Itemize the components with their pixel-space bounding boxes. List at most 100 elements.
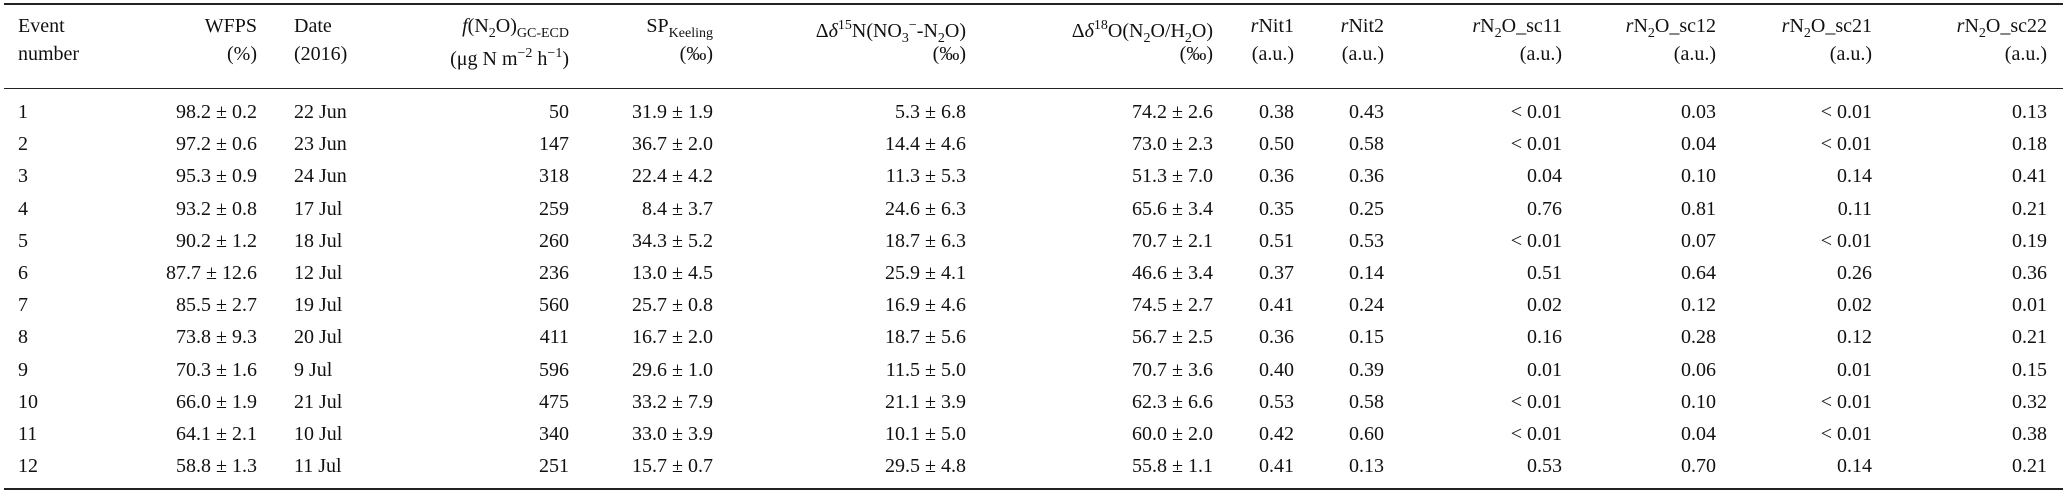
- table-cell: 0.15: [2012, 358, 2047, 381]
- table-cell: 18.7 ± 5.6: [885, 326, 966, 349]
- header-text: (‰): [679, 43, 713, 65]
- header-text: (‰): [1179, 43, 1213, 65]
- table-cell: < 0.01: [1820, 423, 1872, 445]
- table-cell: 10: [18, 390, 38, 413]
- table-cell: 13.0 ± 4.5: [632, 262, 713, 284]
- table-cell: 0.76: [1527, 197, 1562, 220]
- header-text: −2: [517, 46, 533, 61]
- table-cell: 0.41: [1259, 455, 1294, 478]
- table-cell: 98.2 ± 0.2: [176, 101, 257, 123]
- table-cell: 0.13: [2012, 101, 2047, 123]
- header-text: 2: [1184, 31, 1192, 46]
- table-cell: 0.36: [1259, 165, 1294, 188]
- table-cell: 93.2 ± 0.8: [176, 197, 257, 220]
- table-cell: 8: [18, 326, 28, 349]
- table-cell: 0.60: [1349, 423, 1384, 445]
- table-cell: 0.13: [1349, 455, 1384, 478]
- table-cell: < 0.01: [1820, 133, 1872, 156]
- table-cell: 0.58: [1349, 390, 1384, 413]
- table-cell: < 0.01: [1510, 229, 1562, 252]
- table-cell: 10.1 ± 5.0: [885, 423, 966, 445]
- table-cell: 0.06: [1681, 358, 1716, 381]
- table-cell: 29.6 ± 1.0: [632, 358, 713, 381]
- table-cell: 0.58: [1349, 133, 1384, 156]
- table-cell: 0.02: [1837, 294, 1872, 317]
- header-cell: (a.u.): [1674, 42, 1716, 66]
- header-text: −: [908, 18, 917, 33]
- table-cell: 0.32: [2012, 390, 2047, 413]
- table-cell: 251: [539, 455, 569, 478]
- bottom-rule: [4, 488, 2063, 490]
- table-cell: 0.51: [1527, 262, 1562, 284]
- table-cell: 0.36: [2012, 262, 2047, 284]
- table-cell: < 0.01: [1820, 229, 1872, 252]
- table-cell: 5: [18, 229, 28, 252]
- table-cell: 22 Jun: [294, 101, 347, 123]
- table-cell: 0.21: [2012, 455, 2047, 478]
- header-cell: (a.u.): [1520, 42, 1562, 66]
- table-cell: 147: [539, 133, 569, 156]
- header-text: Nit2: [1348, 15, 1384, 37]
- header-cell: Δδ18O(N2O/H2O): [1072, 14, 1213, 51]
- table-cell: 259: [539, 197, 569, 220]
- table-cell: 0.01: [1527, 358, 1562, 381]
- table-cell: 0.36: [1349, 165, 1384, 188]
- header-text: O): [944, 20, 966, 42]
- table-cell: 0.64: [1681, 262, 1716, 284]
- table-cell: 11 Jul: [294, 455, 342, 478]
- table-cell: 11: [18, 423, 38, 445]
- table-cell: 3: [18, 165, 28, 188]
- table-cell: 70.7 ± 2.1: [1132, 229, 1213, 252]
- table-cell: 9: [18, 358, 28, 381]
- header-cell: rN2O_sc21: [1782, 14, 1872, 46]
- table-cell: 33.0 ± 3.9: [632, 423, 713, 445]
- header-text: O(N: [1107, 20, 1144, 42]
- header-cell: Date: [294, 14, 332, 38]
- header-text: f: [462, 15, 468, 37]
- header-text: N: [1480, 15, 1495, 37]
- header-text: N: [1964, 15, 1979, 37]
- table-cell: 33.2 ± 7.9: [632, 390, 713, 413]
- header-cell: (a.u.): [1830, 42, 1872, 66]
- table-cell: 560: [539, 294, 569, 317]
- table-cell: 18 Jul: [294, 229, 343, 252]
- header-text: Event: [18, 15, 65, 37]
- table-cell: 0.37: [1259, 262, 1294, 284]
- table-cell: 24.6 ± 6.3: [885, 197, 966, 220]
- header-cell: (‰): [933, 42, 966, 66]
- header-text: O): [1191, 20, 1213, 42]
- header-text: WFPS: [204, 15, 257, 37]
- header-text: (a.u.): [1673, 43, 1716, 65]
- table-cell: 6: [18, 262, 28, 284]
- header-text: (a.u.): [1251, 43, 1294, 65]
- header-cell: rNit1: [1251, 14, 1294, 38]
- table-cell: 21.1 ± 3.9: [885, 390, 966, 413]
- header-cell: SPKeeling: [646, 14, 713, 46]
- table-cell: 15.7 ± 0.7: [632, 455, 713, 478]
- table-cell: 0.10: [1681, 165, 1716, 188]
- table-cell: 14.4 ± 4.6: [885, 133, 966, 156]
- table-cell: 0.21: [2012, 197, 2047, 220]
- header-text: 18: [1093, 18, 1108, 33]
- header-text: O_sc21: [1810, 15, 1872, 37]
- header-text: (2016): [294, 43, 348, 65]
- table-cell: 0.04: [1527, 165, 1562, 188]
- header-text: 2: [1978, 26, 1986, 41]
- table-cell: 0.53: [1259, 390, 1294, 413]
- table-cell: < 0.01: [1510, 423, 1562, 445]
- table-cell: 0.01: [1837, 358, 1872, 381]
- table-cell: 2: [18, 133, 28, 156]
- table-cell: 66.0 ± 1.9: [176, 390, 257, 413]
- table-cell: 411: [539, 326, 569, 349]
- header-text: (a.u.): [1341, 43, 1384, 65]
- header-text: O/H: [1150, 20, 1185, 42]
- table-cell: 22.4 ± 4.2: [632, 165, 713, 188]
- table-cell: 0.42: [1259, 423, 1294, 445]
- header-text: N: [1633, 15, 1648, 37]
- table-cell: 34.3 ± 5.2: [632, 229, 713, 252]
- table-cell: 236: [539, 262, 569, 284]
- table-cell: 0.35: [1259, 197, 1294, 220]
- header-text: r: [1956, 15, 1965, 37]
- header-text: 2: [1143, 31, 1151, 46]
- header-text: ): [562, 48, 569, 70]
